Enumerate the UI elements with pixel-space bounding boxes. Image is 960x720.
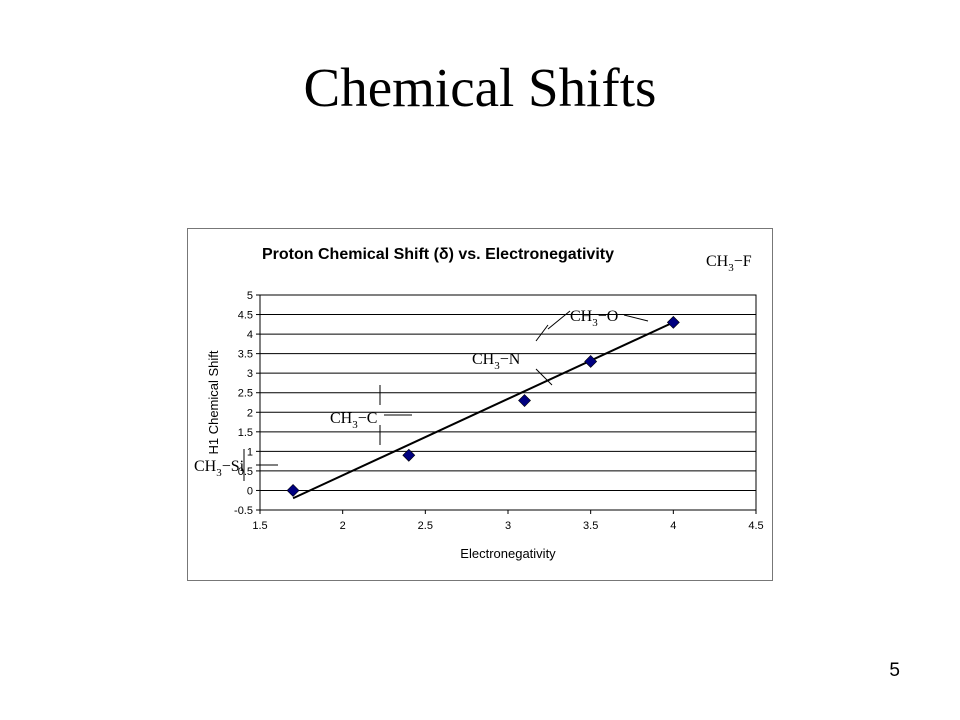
annotation-leader [535,368,553,386]
y-tick-label: 2 [247,407,253,419]
y-tick-label: 0.5 [238,466,253,478]
chart-title: Proton Chemical Shift (δ) vs. Electroneg… [262,246,614,263]
slide-title: Chemical Shifts [303,57,657,118]
annotation-leader [535,324,549,342]
page-number: 5 [889,660,900,681]
annotation-label: CH3−Si [194,458,245,479]
annotation-label: CH3−C [330,410,377,431]
data-point [286,484,300,497]
x-axis-label: Electronegativity [460,546,556,561]
x-tick-label: 2.5 [418,520,433,532]
plot-area [259,294,757,511]
y-tick-label: 4 [247,329,253,341]
x-tick-label: 3 [505,520,511,532]
chart-frame: Proton Chemical Shift (δ) vs. Electroneg… [187,228,773,581]
annotation-label: CH3−O [570,308,618,329]
data-point [666,315,680,329]
y-tick-label: 4.5 [238,310,253,322]
chart-svg: Proton Chemical Shift (δ) vs. Electroneg… [194,246,764,561]
annotation-leader [547,310,571,330]
x-tick-label: 3.5 [583,520,598,532]
y-tick-label: 5 [247,290,253,302]
data-point [584,355,598,368]
y-tick-label: 0 [247,485,253,497]
y-tick-label: 2.5 [238,388,253,400]
annotation-label: CH3−N [472,351,521,372]
y-tick-label: 1 [247,446,253,458]
annotation-label: CH3−F [706,253,752,274]
y-tick-label: 3 [247,368,253,380]
x-tick-label: 4 [670,520,676,532]
x-tick-label: 4.5 [748,520,763,532]
x-tick-label: 1.5 [252,520,267,532]
y-tick-label: -0.5 [234,505,253,517]
trendline [292,321,674,500]
data-point [402,448,416,462]
annotation-leader [623,314,649,322]
data-point [518,394,531,407]
y-tick-label: 3.5 [238,349,253,361]
x-tick-label: 2 [340,520,346,532]
y-axis-label: H1 Chemical Shift [206,350,221,454]
y-tick-label: 1.5 [238,427,253,439]
